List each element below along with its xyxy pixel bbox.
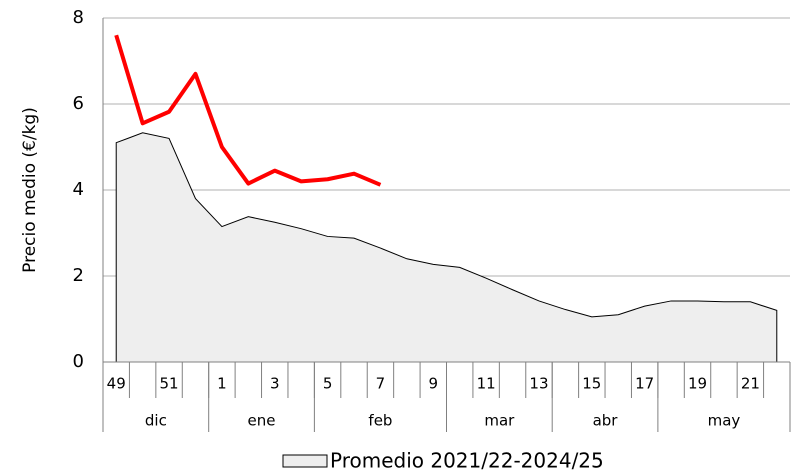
x-tick-label: 13 (529, 375, 548, 393)
x-tick-label: 7 (376, 375, 386, 393)
line (114, 34, 382, 187)
y-tick-label: 4 (73, 179, 84, 200)
y-tick-label: 8 (73, 7, 84, 28)
month-label: abr (593, 412, 619, 430)
x-tick-label: 21 (741, 375, 760, 393)
y-axis-label: Precio medio (€/kg) (20, 107, 40, 273)
x-tick-label: 3 (270, 375, 280, 393)
x-tick-label: 9 (429, 375, 439, 393)
x-tick-label: 51 (160, 375, 179, 393)
x-tick-label: 11 (477, 375, 496, 393)
legend-label: Promedio 2021/22-2024/25 (330, 449, 604, 473)
month-label: may (708, 412, 741, 430)
x-tick-label: 15 (582, 375, 601, 393)
month-label: dic (145, 412, 167, 430)
month-label: ene (248, 412, 276, 430)
y-tick-label: 2 (73, 265, 84, 286)
area (115, 132, 778, 363)
legend-swatch (282, 454, 328, 468)
month-label: mar (484, 412, 515, 430)
month-label: feb (368, 412, 392, 430)
x-tick-label: 17 (635, 375, 654, 393)
x-tick-label: 49 (107, 375, 126, 393)
x-tick-label: 5 (323, 375, 333, 393)
x-tick-label: 19 (688, 375, 707, 393)
x-tick-label: 1 (217, 375, 227, 393)
y-tick-label: 6 (73, 93, 84, 114)
y-tick-label: 0 (73, 351, 84, 372)
